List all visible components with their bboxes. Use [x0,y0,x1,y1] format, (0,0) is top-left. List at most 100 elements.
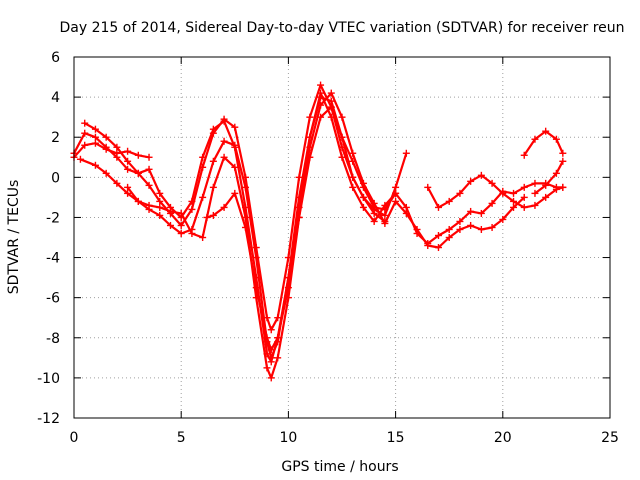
data-point [520,151,528,159]
data-point [124,147,132,155]
data-point [156,203,164,211]
data-point [467,207,475,215]
y-tick-label: 6 [51,50,60,66]
data-point [488,179,496,187]
data-point [327,113,335,121]
data-point [456,217,464,225]
data-point [338,153,346,161]
y-axis-label: SDTVAR / TECUs [6,180,22,295]
data-point [220,115,228,123]
data-point [370,203,378,211]
series-track-6 [203,103,567,354]
data-point [552,169,560,177]
data-point [542,193,550,201]
data-point [91,139,99,147]
data-point [91,161,99,169]
data-point [177,209,185,217]
data-point [267,354,275,362]
data-point [327,89,335,97]
series-track-8 [520,127,567,159]
data-point [531,201,539,209]
data-point [424,240,432,248]
data-point [188,229,196,237]
data-point [327,103,335,111]
data-point [134,169,142,177]
data-point [456,189,464,197]
data-point [113,179,121,187]
data-point [209,157,217,165]
data-point [338,113,346,121]
data-point [134,197,142,205]
data-point [370,209,378,217]
data-point [156,197,164,205]
data-point [306,133,314,141]
y-tick-label: -4 [46,251,60,267]
y-tick-label: 2 [51,130,60,146]
chart-title: Day 215 of 2014, Sidereal Day-to-day VTE… [59,20,624,36]
data-point [445,197,453,205]
data-point [349,183,357,191]
data-point [81,141,89,149]
y-tick-label: -10 [37,371,60,387]
data-point [531,179,539,187]
data-point [413,229,421,237]
data-point [284,284,292,292]
data-point [220,153,228,161]
data-point [220,137,228,145]
data-point [542,127,550,135]
data-point [381,205,389,213]
data-point [520,183,528,191]
data-point [306,113,314,121]
x-tick-label: 20 [494,430,512,446]
series-track-4 [76,89,528,362]
data-point [231,141,239,149]
axis-ticks [73,56,611,419]
data-point [402,203,410,211]
data-point [156,189,164,197]
data-point [488,199,496,207]
data-point [177,229,185,237]
data-point [177,221,185,229]
data-point [209,211,217,219]
data-point [81,119,89,127]
data-point [392,183,400,191]
data-point [145,201,153,209]
series-track-5 [124,89,400,382]
y-tick-label: 0 [51,170,60,186]
data-point [81,129,89,137]
data-point [467,221,475,229]
data-point [445,225,453,233]
data-point [559,183,567,191]
data-point [349,157,357,165]
data-point [124,183,132,191]
data-point [124,189,132,197]
data-point [274,314,282,322]
data-point [203,213,211,221]
data-point [499,189,507,197]
data-point [467,177,475,185]
data-point [242,183,250,191]
x-tick-label: 10 [279,430,297,446]
plot-frame [73,56,611,419]
data-point [220,203,228,211]
data-point [434,231,442,239]
series-trace [79,91,526,359]
data-point [402,149,410,157]
data-point [274,354,282,362]
data-point [434,244,442,252]
data-point [381,219,389,227]
data-point [295,173,303,181]
data-point [349,173,357,181]
data-point [145,165,153,173]
data-point [552,185,560,193]
series-trace [83,83,386,331]
data-point [456,225,464,233]
x-tick-label: 15 [387,430,405,446]
data-point [145,181,153,189]
series-trace [426,174,564,209]
data-point [76,155,84,163]
data-point [242,223,250,231]
data-point [499,215,507,223]
data-point [166,207,174,215]
data-point [445,234,453,241]
